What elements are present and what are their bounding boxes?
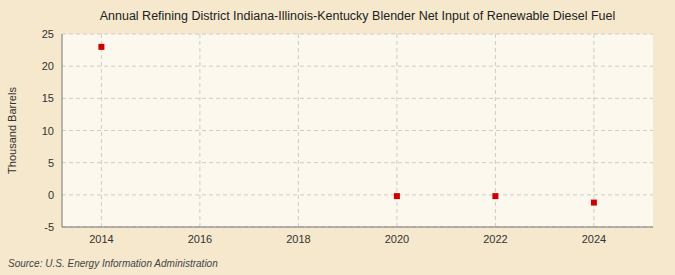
- y-tick-label: 25: [42, 28, 54, 40]
- x-tick-label: 2018: [286, 233, 310, 245]
- y-tick-label: 10: [42, 125, 54, 137]
- x-tick-label: 2024: [582, 233, 606, 245]
- background: [0, 0, 675, 275]
- y-tick-label: -5: [44, 221, 54, 233]
- x-grid-line: [199, 34, 200, 227]
- x-grid-line: [298, 34, 299, 227]
- point: [591, 200, 597, 206]
- x-tick-label: 2016: [188, 233, 212, 245]
- x-grid-line: [593, 34, 594, 227]
- title: Annual Refining District Indiana-Illinoi…: [100, 9, 616, 23]
- y-grid-line: [62, 194, 653, 195]
- y-grid-line: [62, 130, 653, 131]
- y-grid-line: [62, 98, 653, 99]
- x-axis-line: [62, 227, 653, 228]
- points: [98, 44, 597, 206]
- y-grid-line: [62, 34, 653, 35]
- y-tick-label: 0: [48, 189, 54, 201]
- y-tick-label: 5: [48, 157, 54, 169]
- grid: [62, 34, 653, 227]
- y-grid-line: [62, 66, 653, 67]
- y-tick-label: 20: [42, 60, 54, 72]
- source-note: Source: U.S. Energy Information Administ…: [8, 258, 218, 269]
- chart-svg: -5 0 5 10 15 20 25 2014 2016 2018 2020 2022 2024 Annu…: [0, 0, 675, 275]
- y-grid-line: [62, 227, 653, 228]
- x-tick-label: 2014: [89, 233, 113, 245]
- x-tick-label: 2022: [483, 233, 507, 245]
- x-grid-line: [101, 34, 102, 227]
- point: [98, 44, 104, 50]
- x-tick-label: 2020: [385, 233, 409, 245]
- chart-container: -5 0 5 10 15 20 25 2014 2016 2018 2020 2022 2024 Annu…: [0, 0, 675, 275]
- point: [394, 193, 400, 199]
- y-grid-line: [62, 162, 653, 163]
- y-tick-label: 15: [42, 92, 54, 104]
- plot-background: [62, 34, 653, 227]
- y-axis-label: Thousand Barrels: [6, 87, 18, 174]
- y-axis-line: [62, 34, 63, 227]
- point: [492, 193, 498, 199]
